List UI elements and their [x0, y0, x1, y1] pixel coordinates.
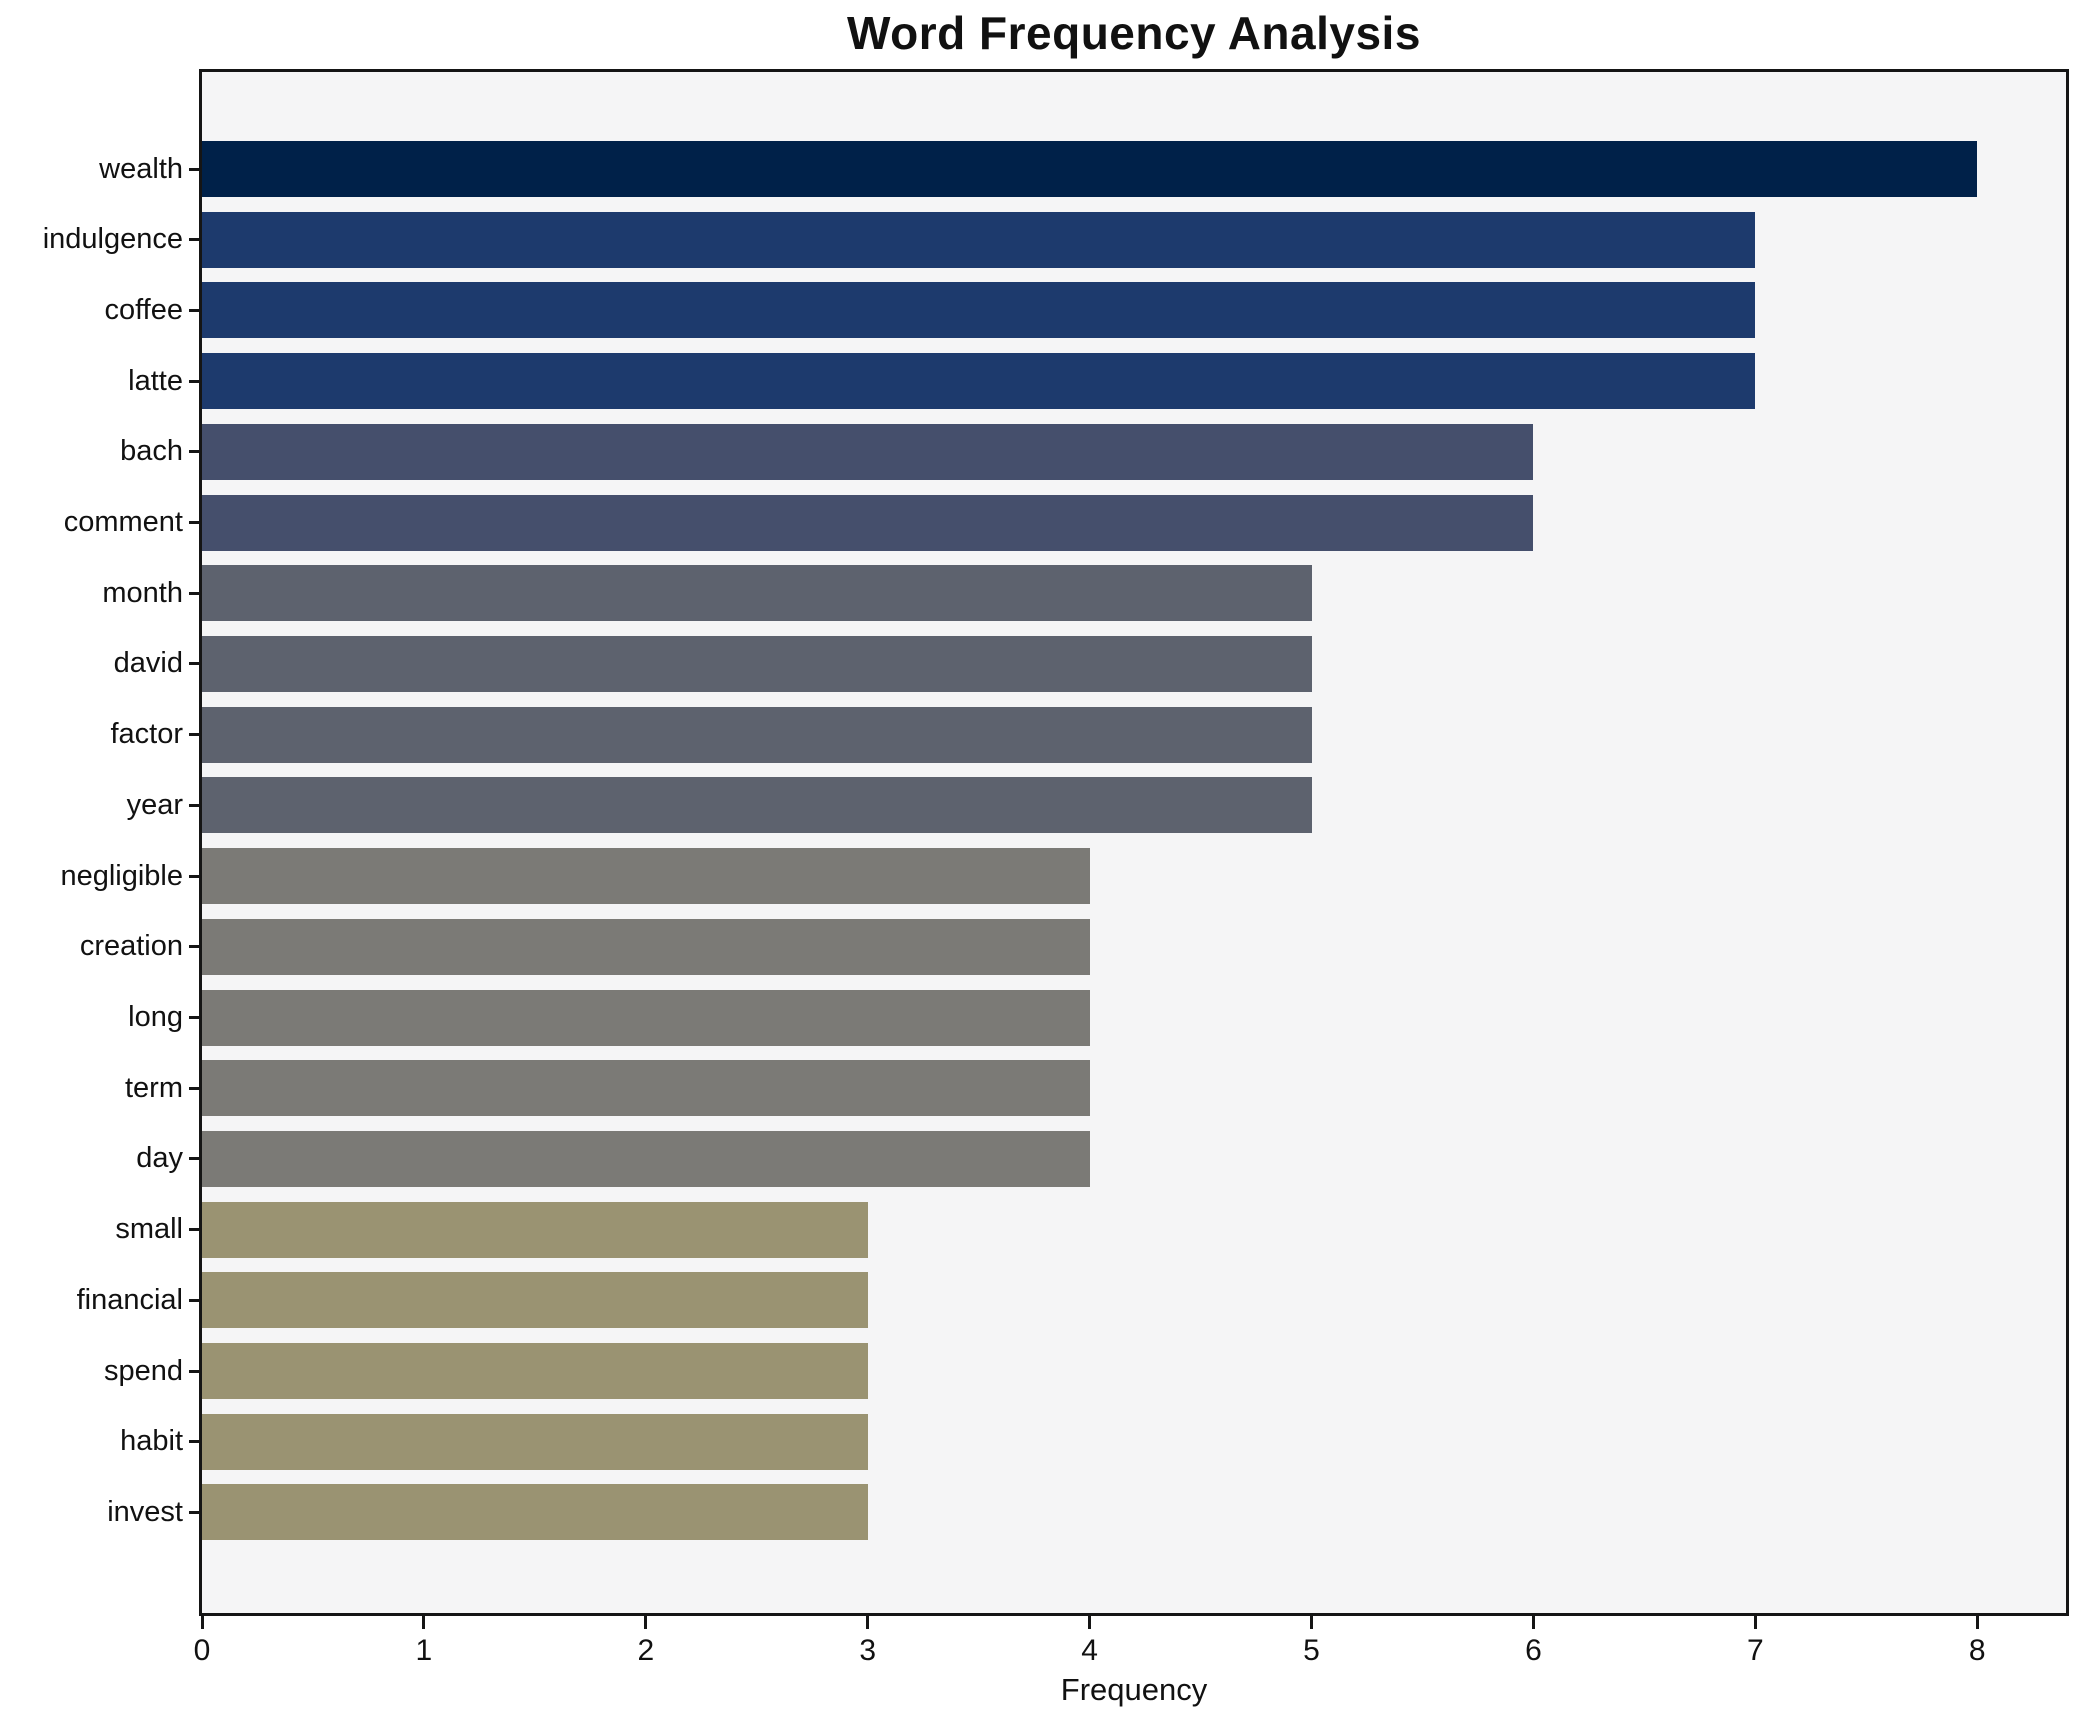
ytick-label-creation: creation — [79, 930, 183, 963]
ytick-label-factor: factor — [110, 718, 183, 751]
bar-long — [202, 989, 1090, 1046]
ytick-label-financial: financial — [76, 1283, 183, 1316]
bar-comment — [202, 494, 1534, 551]
ytick-mark — [189, 1440, 202, 1444]
ytick-mark — [189, 238, 202, 242]
ytick-label-comment: comment — [63, 506, 183, 539]
ytick-mark — [189, 874, 202, 878]
ytick-mark — [189, 1157, 202, 1161]
ytick-label-coffee: coffee — [104, 293, 183, 326]
xtick-mark — [200, 1616, 204, 1629]
ytick-label-invest: invest — [107, 1495, 183, 1528]
ytick-mark — [189, 1510, 202, 1514]
ytick-mark — [189, 1369, 202, 1373]
ytick-mark — [189, 591, 202, 595]
bar-day — [202, 1130, 1090, 1187]
xtick-mark — [1753, 1616, 1757, 1629]
ytick-mark — [189, 662, 202, 666]
xtick-mark — [1088, 1616, 1092, 1629]
bar-bach — [202, 423, 1534, 480]
bar-year — [202, 777, 1312, 834]
ytick-mark — [189, 1086, 202, 1090]
ytick-label-long: long — [128, 1001, 183, 1034]
xtick-label-3: 3 — [859, 1634, 877, 1667]
ytick-label-month: month — [102, 576, 183, 609]
ytick-label-day: day — [136, 1142, 183, 1175]
xtick-label-5: 5 — [1303, 1634, 1320, 1667]
bar-habit — [202, 1413, 868, 1470]
bar-latte — [202, 353, 1756, 410]
xtick-label-6: 6 — [1525, 1634, 1542, 1667]
ytick-label-negligible: negligible — [60, 859, 183, 892]
chart-title: Word Frequency Analysis — [847, 7, 1421, 59]
ytick-mark — [189, 733, 202, 737]
bar-coffee — [202, 282, 1756, 339]
ytick-mark — [189, 167, 202, 171]
ytick-label-small: small — [115, 1213, 183, 1246]
ytick-mark — [189, 945, 202, 949]
ytick-mark — [189, 803, 202, 807]
ytick-mark — [189, 521, 202, 525]
bar-factor — [202, 706, 1312, 763]
xtick-label-8: 8 — [1968, 1634, 1986, 1667]
xtick-label-4: 4 — [1081, 1634, 1098, 1667]
bar-spend — [202, 1343, 868, 1400]
x-axis-title: Frequency — [1060, 1672, 1208, 1707]
ytick-label-term: term — [125, 1071, 183, 1104]
ytick-mark — [189, 1298, 202, 1302]
ytick-mark — [189, 379, 202, 383]
bar-small — [202, 1201, 868, 1258]
xtick-mark — [644, 1616, 648, 1629]
ytick-label-year: year — [126, 788, 183, 821]
xtick-label-0: 0 — [193, 1634, 211, 1667]
bar-david — [202, 635, 1312, 692]
bar-financial — [202, 1272, 868, 1329]
ytick-label-indulgence: indulgence — [42, 223, 183, 256]
ytick-label-david: david — [113, 647, 183, 680]
ytick-mark — [189, 308, 202, 312]
ytick-mark — [189, 450, 202, 454]
bar-indulgence — [202, 211, 1756, 268]
ytick-mark — [189, 1016, 202, 1020]
ytick-mark — [189, 1228, 202, 1232]
xtick-mark — [866, 1616, 870, 1629]
ytick-label-habit: habit — [120, 1425, 183, 1458]
xtick-label-1: 1 — [415, 1634, 433, 1667]
bar-invest — [202, 1484, 868, 1541]
ytick-label-latte: latte — [128, 364, 183, 397]
ytick-label-wealth: wealth — [99, 152, 183, 185]
bar-wealth — [202, 141, 1978, 197]
bar-term — [202, 1060, 1090, 1117]
bar-negligible — [202, 848, 1090, 905]
xtick-mark — [1531, 1616, 1535, 1629]
xtick-mark — [422, 1616, 426, 1629]
plot-area — [199, 69, 2069, 1616]
xtick-label-2: 2 — [637, 1634, 655, 1667]
bar-month — [202, 565, 1312, 622]
ytick-label-bach: bach — [120, 435, 183, 468]
bar-creation — [202, 918, 1090, 975]
xtick-mark — [1310, 1616, 1314, 1629]
xtick-mark — [1975, 1616, 1979, 1629]
xtick-label-7: 7 — [1746, 1634, 1764, 1667]
ytick-label-spend: spend — [103, 1354, 183, 1387]
